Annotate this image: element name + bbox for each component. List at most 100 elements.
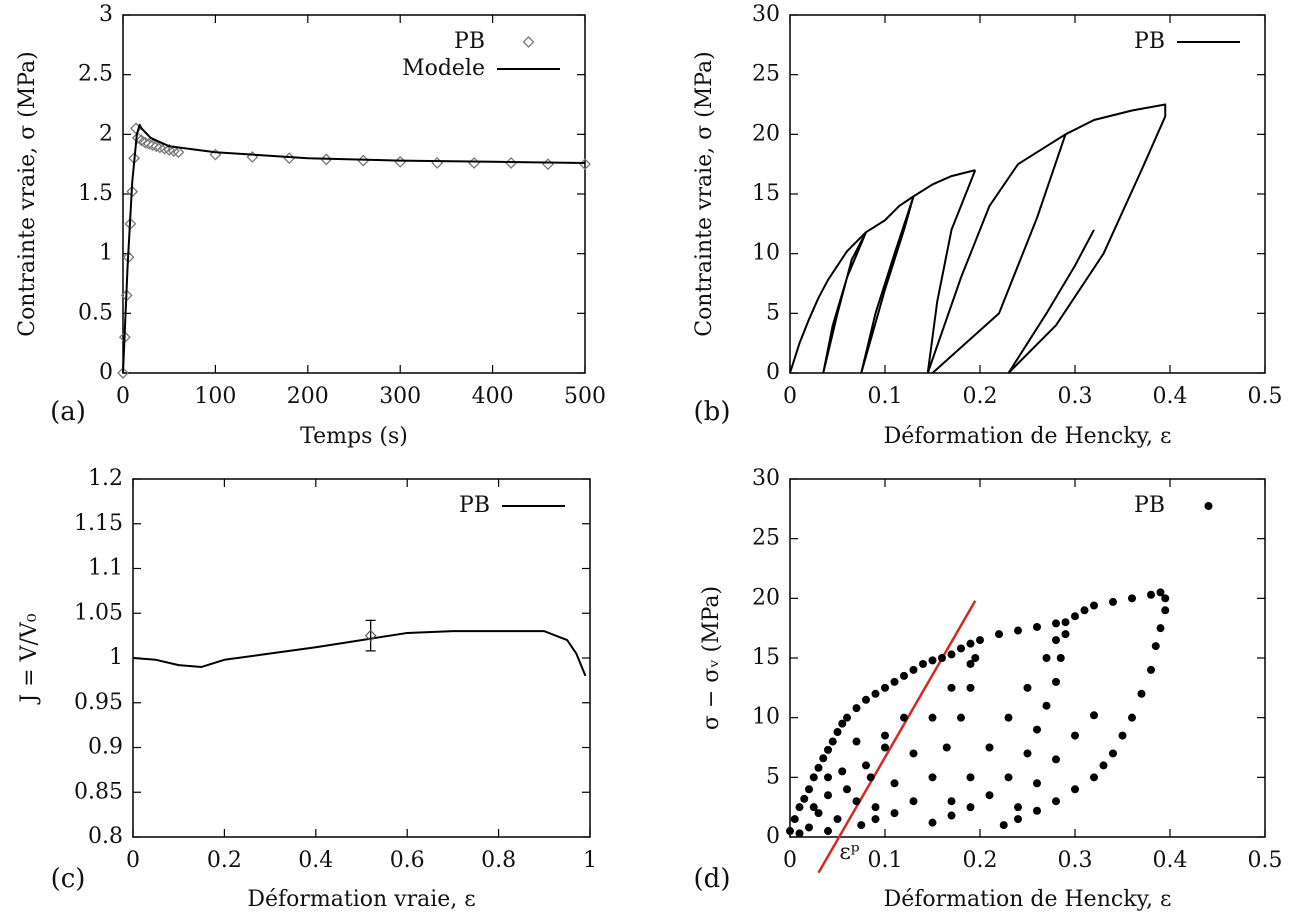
panel-label: (b) — [694, 397, 731, 427]
data-point — [843, 713, 851, 722]
data-point — [852, 797, 861, 806]
series-line — [789, 103, 1167, 374]
data-point — [871, 815, 880, 824]
x-tick-label: 0.4 — [1153, 848, 1188, 873]
data-point — [1014, 815, 1022, 824]
data-point — [828, 737, 837, 746]
data-point — [150, 140, 163, 153]
y-tick-label: 2.5 — [78, 62, 113, 87]
data-point — [862, 761, 870, 770]
x-tick-label: 0.3 — [1058, 848, 1093, 873]
data-point — [1061, 618, 1070, 627]
data-point — [814, 809, 823, 818]
data-point — [909, 665, 918, 674]
y-tick-label: 30 — [752, 2, 780, 27]
plot-frame — [789, 14, 1266, 374]
y-tick-label: 2 — [99, 121, 113, 146]
data-point — [838, 767, 847, 776]
data-point — [1156, 588, 1165, 597]
x-tick-label: 0.1 — [868, 848, 903, 873]
data-point — [819, 754, 828, 763]
fit-line — [817, 600, 977, 874]
data-point — [1014, 626, 1022, 635]
y-tick-label: 0.5 — [78, 300, 113, 325]
y-tick-label: 5 — [766, 764, 780, 789]
data-point — [1147, 590, 1155, 599]
y-tick-label: 0.95 — [74, 690, 123, 715]
series-line — [132, 630, 587, 677]
data-point — [1042, 654, 1051, 662]
data-point — [900, 671, 908, 680]
data-point — [805, 823, 813, 832]
x-tick-label: 0.4 — [298, 848, 333, 873]
data-point — [146, 139, 159, 151]
y-tick-label: 25 — [752, 526, 780, 551]
y-tick-label: 20 — [752, 585, 780, 610]
data-point — [1137, 689, 1146, 698]
y-tick-label: 1.5 — [78, 181, 113, 206]
panel: 0 5 10 15 20 25 30 0 0.1 0.2 0.3 0.4 0.5 Déformation … — [694, 466, 1283, 912]
x-axis-label: Déformation vraie, ε — [247, 887, 475, 912]
data-point — [814, 763, 823, 772]
plot-frame — [789, 478, 1266, 838]
data-point — [881, 683, 889, 692]
panel: 0 0.5 1 1.5 2 2.5 3 0 100 200 300 400 500 Temps (s) Co… — [15, 2, 606, 449]
data-point — [833, 815, 842, 824]
data-point — [1071, 612, 1079, 621]
data-point — [1109, 597, 1117, 606]
data-point — [866, 773, 875, 782]
data-point — [790, 815, 799, 824]
y-tick-label: 3 — [99, 2, 113, 27]
data-point — [1080, 606, 1089, 615]
x-tick-label: 0.5 — [1248, 384, 1283, 409]
y-tick-label: 0 — [766, 360, 780, 385]
x-tick-label: 0.4 — [1153, 384, 1188, 409]
y-axis-label: σ − σᵥ (MPa) — [699, 586, 724, 730]
x-tick-label: 1 — [583, 848, 597, 873]
data-point — [947, 811, 956, 820]
data-point — [1090, 773, 1098, 782]
data-point — [824, 773, 832, 782]
data-point — [1052, 755, 1060, 764]
data-point — [999, 821, 1008, 830]
y-axis-label: Contrainte vraie, σ (MPa) — [692, 51, 717, 337]
data-point — [1156, 624, 1165, 633]
y-tick-label: 1 — [99, 241, 113, 266]
data-point — [871, 689, 880, 698]
y-tick-label: 0.8 — [88, 824, 123, 849]
x-tick-label: 0 — [116, 384, 130, 409]
data-point — [1161, 594, 1170, 603]
data-point — [976, 636, 984, 645]
y-tick-label: 25 — [752, 62, 780, 87]
data-point — [1118, 731, 1127, 740]
data-point — [1090, 711, 1098, 720]
x-tick-label: 0.3 — [1058, 384, 1093, 409]
data-point — [838, 719, 847, 728]
data-point — [900, 713, 908, 722]
data-point — [966, 659, 975, 668]
data-point — [468, 157, 481, 169]
data-point — [1099, 761, 1108, 770]
data-point — [995, 630, 1003, 639]
data-point — [1004, 773, 1013, 782]
x-tick-label: 400 — [472, 384, 514, 409]
x-tick-label: 0.2 — [963, 848, 998, 873]
data-point — [1109, 749, 1117, 758]
data-point — [805, 785, 813, 794]
y-tick-label: 10 — [752, 705, 780, 730]
error-bar — [365, 619, 376, 652]
data-point — [833, 727, 842, 736]
data-point — [786, 827, 794, 836]
x-tick-label: 0.5 — [1248, 848, 1283, 873]
y-tick-label: 15 — [752, 181, 780, 206]
data-point — [1052, 619, 1060, 628]
data-point — [142, 137, 155, 150]
data-point — [824, 791, 832, 800]
panel-label: (c) — [51, 864, 86, 894]
y-tick-label: 1.05 — [74, 600, 123, 625]
data-point — [890, 677, 899, 686]
x-tick-label: 300 — [379, 384, 421, 409]
data-point — [1052, 636, 1060, 645]
data-point — [1071, 731, 1079, 740]
